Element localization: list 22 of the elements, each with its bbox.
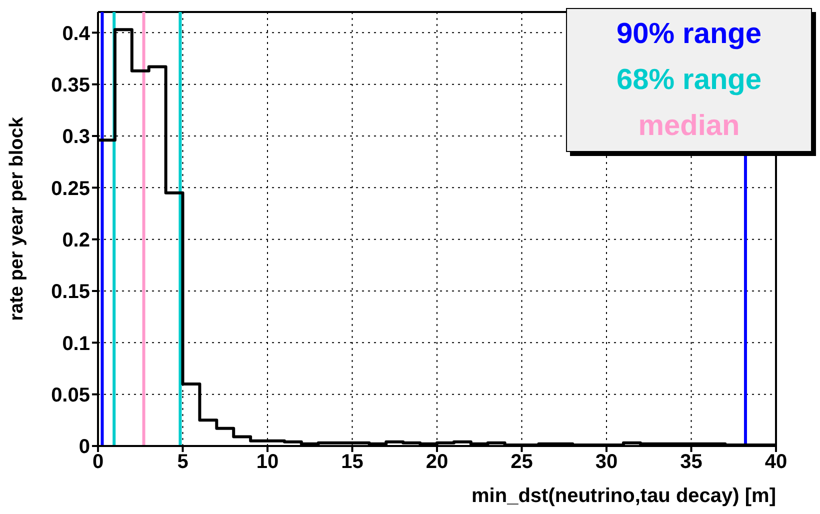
x-axis-title: min_dst(neutrino,tau decay) [m] [472,485,776,507]
x-tick-label: 30 [595,451,618,474]
x-tick-label: 15 [341,451,364,474]
x-tick-label: 35 [680,451,702,474]
ref-line-label: 68% range [615,63,763,98]
y-tick-label: 0.1 [62,332,90,355]
ref-line-label: median [637,109,741,144]
y-tick-label: 0 [78,436,90,458]
y-tick-label: 0.2 [62,229,90,252]
x-tick-label: 5 [177,451,188,474]
y-tick-label: 0.15 [51,281,90,304]
y-tick-label: 0.4 [62,22,91,45]
x-tick-label: 10 [256,451,279,474]
y-tick-label: 0.35 [51,74,90,96]
x-tick-label: 40 [764,451,788,474]
ref-line-label: 90% range [615,17,763,52]
x-tick-label: 20 [426,451,448,474]
x-tick-label: 25 [510,451,533,474]
y-tick-label: 0.3 [62,126,90,148]
y-tick-label: 0.25 [51,178,90,200]
y-axis-title: rate per year per block [6,116,28,321]
y-tick-label: 0.05 [51,384,90,406]
